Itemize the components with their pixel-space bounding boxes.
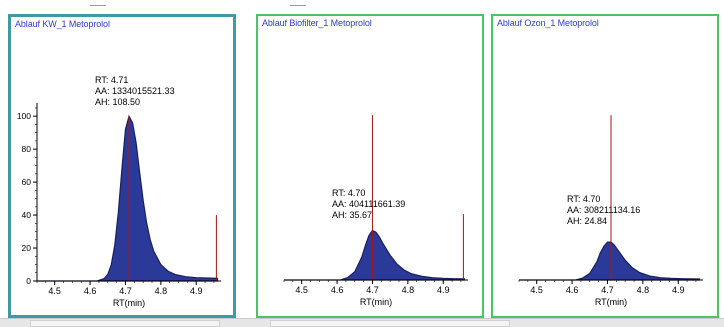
panel-title: Ablauf Ozon_1 Metoprolol bbox=[497, 18, 599, 28]
x-tick-label: 4.5 bbox=[530, 285, 543, 295]
y-tick-label: 20 bbox=[22, 243, 32, 253]
panel-title: Ablauf KW_1 Metoprolol bbox=[15, 19, 110, 29]
x-axis-label: RT(min) bbox=[113, 298, 145, 308]
x-tick-label: 4.5 bbox=[48, 286, 61, 296]
panel-title: Ablauf Biofilter_1 Metoprolol bbox=[262, 18, 372, 28]
chromatogram-panel-ozon[interactable]: Ablauf Ozon_1 Metoprolol 4.5 4.6 4.7 4.8 4.9… bbox=[491, 14, 719, 318]
peak-area bbox=[37, 114, 219, 282]
peak-annotation-line: RT: 4.70 bbox=[567, 194, 600, 204]
x-tick-label: 4.9 bbox=[672, 285, 685, 295]
x-tick-label: 4.7 bbox=[601, 285, 614, 295]
peak-annotation-line: AH: 35.67 bbox=[332, 210, 372, 220]
x-tick-label: 4.8 bbox=[402, 285, 415, 295]
bottom-tab[interactable] bbox=[30, 320, 220, 327]
peak-annotation-line: RT: 4.71 bbox=[95, 75, 128, 85]
peak-annotation-line: RT: 4.70 bbox=[332, 188, 365, 198]
x-tick-label: 4.7 bbox=[366, 285, 379, 295]
chromatogram-chart: 4.5 4.6 4.7 4.8 4.9 RT(min) 0 20 40 60 80 100 RT: 4.… bbox=[17, 75, 221, 308]
x-tick-label: 4.8 bbox=[637, 285, 650, 295]
x-axis-label: RT(min) bbox=[360, 297, 392, 307]
top-mark bbox=[290, 5, 306, 6]
peak-annotation-line: AA: 308211134.16 bbox=[567, 205, 640, 215]
y-tick-label: 80 bbox=[22, 144, 32, 154]
x-tick-label: 4.6 bbox=[566, 285, 579, 295]
chromatogram-panel-kw[interactable]: Ablauf KW_1 Metoprolol 4.5 4.6 4.7 4.8 4.9 RT… bbox=[8, 14, 236, 318]
x-tick-label: 4.8 bbox=[155, 286, 168, 296]
x-tick-label: 4.5 bbox=[295, 285, 308, 295]
y-tick-label: 100 bbox=[17, 111, 31, 121]
peak-area bbox=[284, 229, 466, 281]
x-tick-label: 4.7 bbox=[119, 286, 132, 296]
x-tick-label: 4.9 bbox=[437, 285, 450, 295]
x-tick-label: 4.6 bbox=[84, 286, 97, 296]
chromatogram-panel-biofilter[interactable]: Ablauf Biofilter_1 Metoprolol 4.5 4.6 4.7 4… bbox=[256, 14, 484, 318]
top-mark bbox=[90, 5, 106, 6]
peak-annotation-line: AH: 24.84 bbox=[567, 216, 607, 226]
peak-annotation-line: AA: 1334015521.33 bbox=[95, 86, 175, 96]
peak-area bbox=[519, 241, 701, 281]
x-tick-label: 4.9 bbox=[190, 286, 203, 296]
x-axis-label: RT(min) bbox=[595, 297, 627, 307]
y-tick-label: 60 bbox=[22, 177, 32, 187]
peak-annotation-line: AA: 404111661.39 bbox=[332, 199, 405, 209]
y-tick-label: 40 bbox=[22, 210, 32, 220]
y-tick-label: 0 bbox=[26, 276, 31, 286]
x-tick-label: 4.6 bbox=[331, 285, 344, 295]
bottom-tab[interactable] bbox=[270, 320, 510, 327]
peak-annotation-line: AH: 108.50 bbox=[95, 97, 140, 107]
top-strip bbox=[0, 0, 724, 14]
